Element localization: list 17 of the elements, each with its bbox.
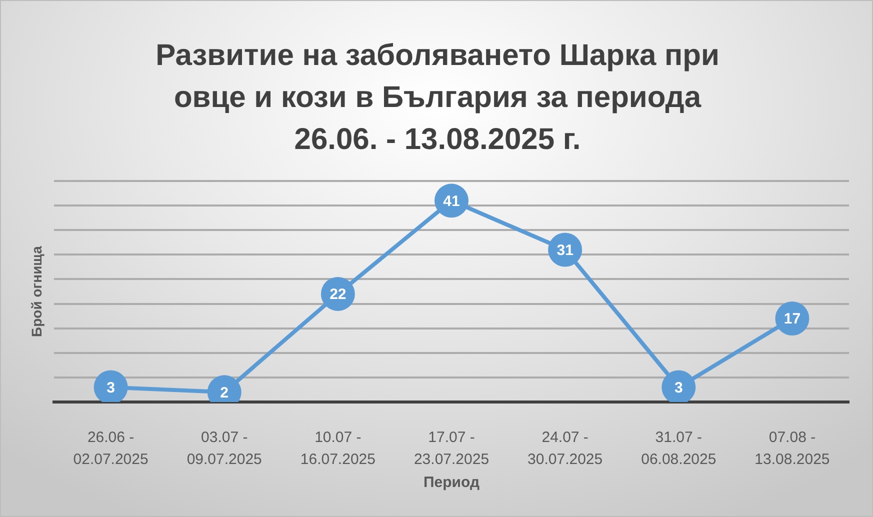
x-tick-label: 24.07 - 30.07.2025 bbox=[528, 429, 603, 468]
x-axis-title: Период bbox=[424, 474, 480, 492]
data-label: 22 bbox=[330, 286, 346, 304]
data-label: 41 bbox=[443, 192, 460, 210]
data-label: 2 bbox=[220, 384, 229, 402]
x-tick-label: 31.07 - 06.08.2025 bbox=[641, 429, 716, 468]
data-label: 3 bbox=[674, 379, 683, 396]
x-tick-label: 17.07 - 23.07.2025 bbox=[414, 429, 490, 468]
x-tick-label: 10.07 - 16.07.2025 bbox=[300, 429, 376, 468]
x-tick-label: 26.06 - 02.07.2025 bbox=[73, 429, 148, 468]
data-label: 3 bbox=[106, 379, 115, 396]
data-label: 31 bbox=[556, 242, 574, 259]
x-tick-label: 03.07 - 09.07.2025 bbox=[186, 429, 262, 468]
y-axis-title: Брой огнища bbox=[28, 246, 44, 337]
x-tick-label: 07.08 - 13.08.2025 bbox=[754, 429, 830, 468]
chart-title: Развитие на заболяването Шарка при овце и кози в България за периода 26.06. - 13.08.2025 г. bbox=[154, 38, 720, 158]
data-label: 17 bbox=[784, 310, 801, 328]
